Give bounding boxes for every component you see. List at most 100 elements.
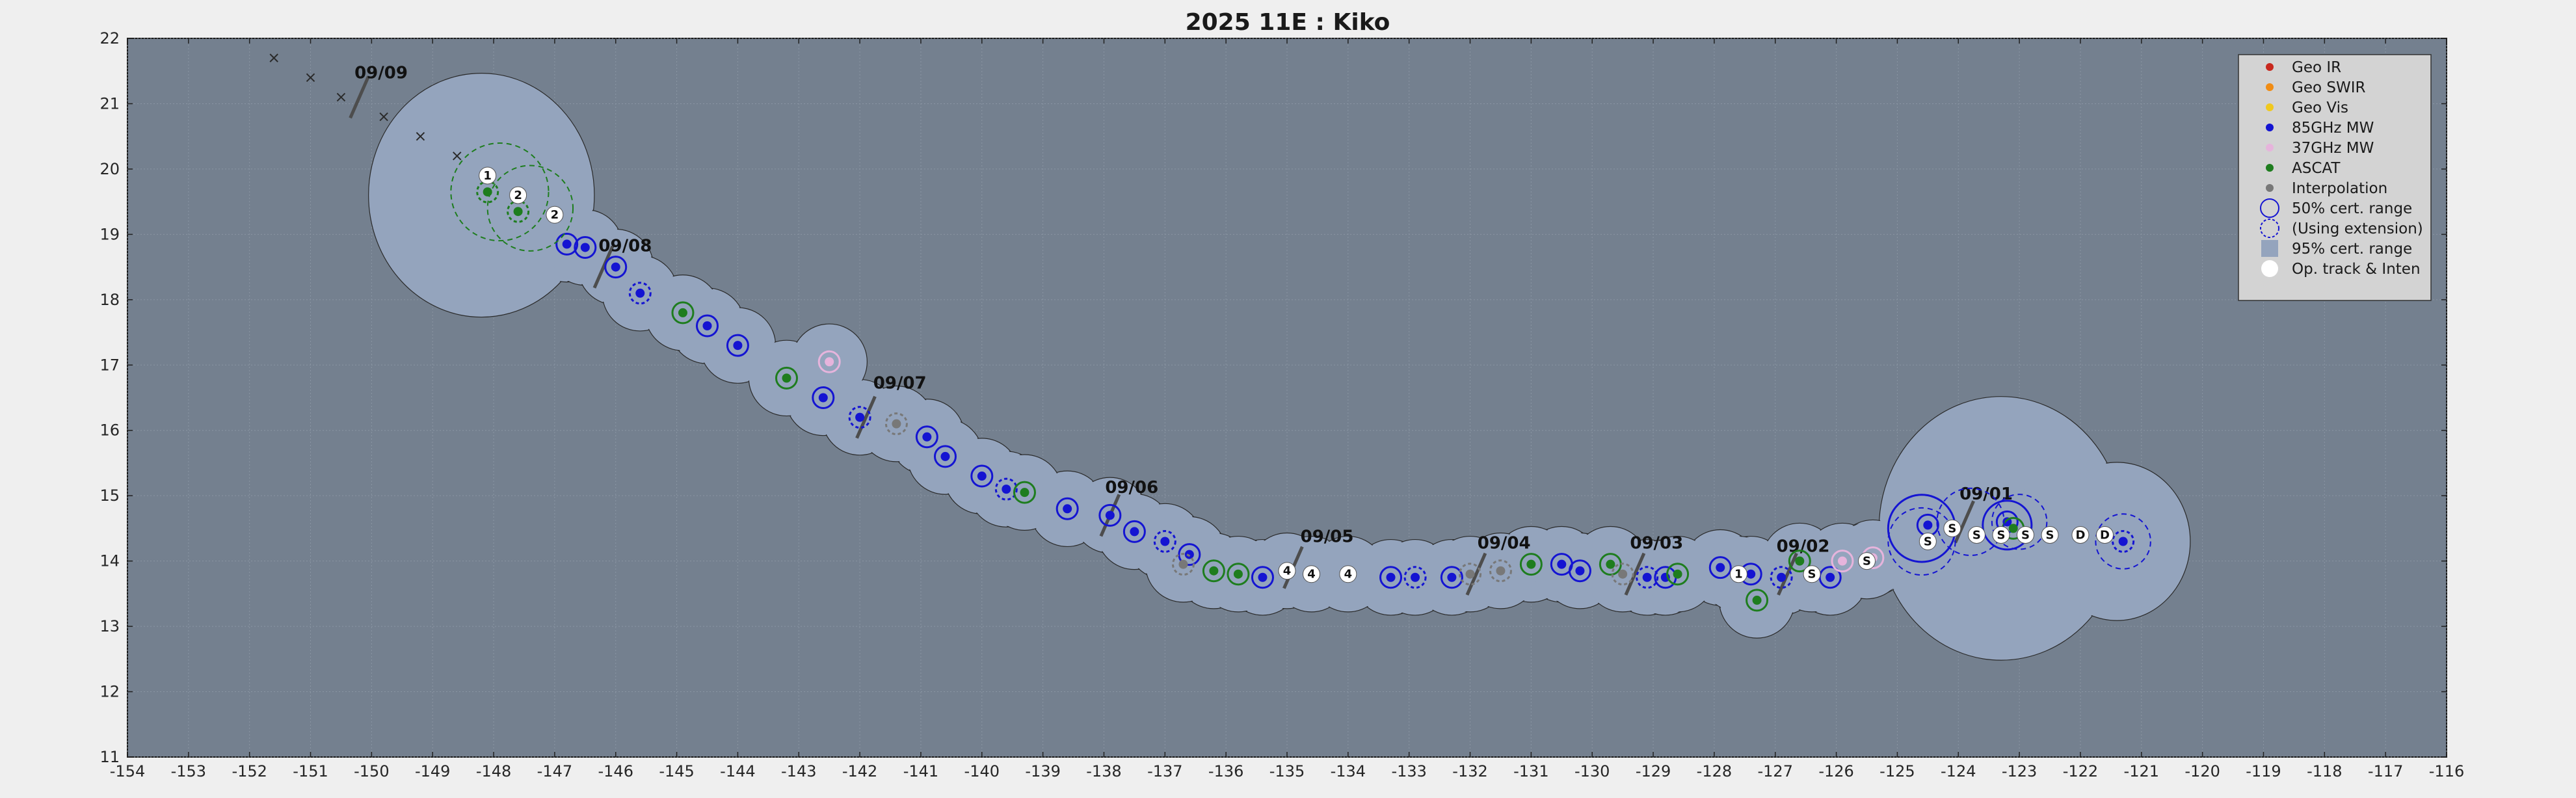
mw85-fix-ring bbox=[933, 445, 957, 468]
op-intensity-label: S bbox=[2021, 528, 2030, 542]
mw85-fix bbox=[922, 432, 932, 442]
ascat-fix-ring bbox=[1202, 559, 1225, 583]
op-intensity-label: S bbox=[1948, 522, 1956, 535]
mw85-fix bbox=[1642, 572, 1652, 582]
y-tick-label: 15 bbox=[100, 486, 120, 505]
mw85-fix-ring bbox=[1178, 543, 1201, 566]
date-label: 09/04 bbox=[1478, 534, 1531, 553]
date-marker-bar bbox=[1954, 500, 1975, 544]
op-intensity-label: S bbox=[2046, 528, 2054, 542]
legend-marker bbox=[2261, 240, 2278, 257]
y-tick-label: 22 bbox=[100, 29, 120, 47]
op-intensity-label: 4 bbox=[1283, 565, 1292, 578]
x-tick-label: -133 bbox=[1391, 762, 1426, 780]
chart-title: 2025 11E : Kiko bbox=[1186, 9, 1390, 36]
x-tick-label: -134 bbox=[1331, 762, 1366, 780]
x-tick-label: -140 bbox=[964, 762, 1000, 780]
range-circle-dashed bbox=[1936, 487, 2005, 556]
x-tick-label: -146 bbox=[598, 762, 633, 780]
mw85-fix-ring bbox=[1568, 559, 1591, 583]
x-tick-label: -153 bbox=[171, 762, 206, 780]
mw85-fix bbox=[733, 341, 743, 351]
mw85-fix-ring bbox=[1122, 520, 1146, 543]
x-tick-label: -119 bbox=[2246, 762, 2281, 780]
ascat-fix bbox=[1233, 569, 1243, 579]
legend-label: Interpolation bbox=[2292, 180, 2387, 197]
mw85-fix-ring bbox=[726, 334, 749, 357]
op-track-point bbox=[2016, 525, 2034, 544]
y-tick-label: 20 bbox=[100, 160, 120, 178]
ascat-fix bbox=[782, 373, 791, 383]
op-track-point bbox=[1943, 519, 1961, 537]
date-marker-bar bbox=[1624, 552, 1646, 596]
legend-label: 95% cert. range bbox=[2292, 241, 2412, 258]
ascat-fix-ring bbox=[1599, 553, 1622, 576]
interp-fix-ring bbox=[1171, 553, 1195, 576]
mw85-fix-ring bbox=[604, 256, 628, 279]
y-tick-label: 14 bbox=[100, 552, 120, 570]
mw85-fix bbox=[1160, 537, 1170, 546]
op-track-point bbox=[1729, 565, 1747, 583]
op-track-point bbox=[509, 186, 527, 204]
y-tick-label: 16 bbox=[100, 421, 120, 440]
op-track-point bbox=[1278, 562, 1296, 580]
y-tick-label: 12 bbox=[100, 683, 120, 701]
interp-fix-ring bbox=[1611, 563, 1634, 586]
mw85-fix-ring bbox=[1251, 566, 1274, 589]
range-circle-dashed bbox=[2095, 513, 2151, 570]
mw85-fix-ring bbox=[696, 314, 719, 338]
legend-marker bbox=[2260, 219, 2279, 238]
mw85-fix bbox=[635, 288, 645, 298]
legend-label: Geo Vis bbox=[2292, 100, 2348, 116]
ascat-fix-ring bbox=[775, 366, 798, 390]
date-label: 09/09 bbox=[354, 63, 408, 83]
past-position-cross bbox=[416, 131, 425, 141]
op-track-point bbox=[479, 166, 497, 185]
mw85-fix-ring bbox=[555, 232, 579, 256]
ascat-fix bbox=[513, 207, 523, 217]
date-label: 09/02 bbox=[1777, 537, 1830, 557]
mw85-fix-ring bbox=[2112, 530, 2135, 553]
mw85-fix bbox=[1923, 520, 1933, 530]
ascat-fix-ring bbox=[1013, 481, 1036, 504]
mw85-fix bbox=[1716, 563, 1725, 572]
interp-fix-ring bbox=[1489, 559, 1512, 583]
legend-marker bbox=[2266, 83, 2274, 91]
op-track-point bbox=[1339, 565, 1357, 583]
mw85-fix-ring bbox=[970, 464, 994, 488]
mw85-fix bbox=[818, 393, 828, 403]
op-intensity-label: 1 bbox=[483, 169, 492, 183]
legend-marker bbox=[2266, 164, 2274, 172]
ascat-fix-ring bbox=[1227, 563, 1250, 586]
x-tick-label: -120 bbox=[2184, 762, 2220, 780]
op-track: 1 2 2 4 4 4 1 S S S S S S S S D D bbox=[479, 166, 2114, 583]
date-marker-bar bbox=[855, 395, 877, 439]
op-track-point bbox=[1992, 525, 2010, 544]
mw85-fix bbox=[1105, 511, 1115, 520]
x-tick-label: -125 bbox=[1879, 762, 1915, 780]
legend-marker bbox=[2261, 260, 2278, 277]
interp-fix bbox=[1465, 569, 1475, 579]
legend-marker bbox=[2266, 63, 2274, 71]
mw85-fix-ring bbox=[1098, 503, 1122, 527]
x-tick-label: -126 bbox=[1818, 762, 1853, 780]
date-marker-bar bbox=[1465, 552, 1487, 596]
x-tick-label: -150 bbox=[354, 762, 389, 780]
mw85-fix-ring bbox=[848, 406, 871, 429]
ascat-fix-ring bbox=[671, 301, 695, 325]
mw85-fix bbox=[1447, 572, 1457, 582]
mw37-fix-ring bbox=[817, 350, 841, 373]
mw85-fix-ring bbox=[915, 425, 938, 449]
mw85-fix-ring bbox=[1403, 566, 1427, 589]
x-tick-label: -139 bbox=[1025, 762, 1060, 780]
op-track-point bbox=[2041, 525, 2059, 544]
y-tick-label: 21 bbox=[100, 94, 120, 113]
mw85-fix bbox=[2118, 537, 2128, 546]
mw85-fix bbox=[1130, 527, 1139, 537]
mw85-fix bbox=[1386, 572, 1396, 582]
legend-label: ASCAT bbox=[2292, 160, 2341, 177]
ascat-fix-ring bbox=[1519, 553, 1543, 576]
op-intensity-label: D bbox=[2100, 528, 2110, 542]
legend-marker bbox=[2266, 144, 2274, 152]
legend: Geo IR Geo SWIR Geo Vis 85GHz MW 37GHz MW ASC… bbox=[2238, 54, 2432, 301]
